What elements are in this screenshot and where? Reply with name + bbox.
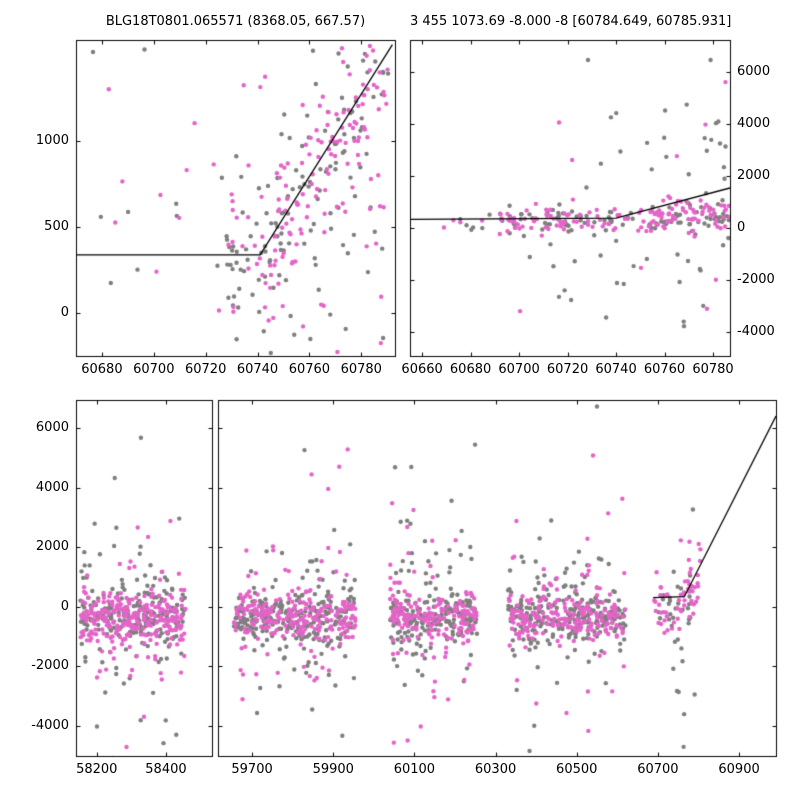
x-tick-label: 60700	[498, 362, 540, 377]
y-tick-label: 1000	[35, 132, 69, 148]
y-tick-label: 0	[60, 304, 69, 320]
x-tick-label: 60760	[288, 362, 331, 377]
x-tick-label: 60780	[340, 362, 382, 377]
y-tick-label: 6000	[35, 419, 69, 435]
y-tick-label: -2000	[737, 272, 775, 288]
x-tick-label: 60680	[81, 362, 123, 377]
y-tick-label: 6000	[737, 63, 771, 79]
y-tick-label: 4000	[35, 479, 69, 495]
x-tick-label: 60100	[393, 762, 436, 777]
x-tick-label: 58200	[76, 762, 118, 777]
x-tick-label: 60660	[401, 362, 443, 377]
y-tick-label: -4000	[31, 718, 69, 734]
y-tick-label: -4000	[737, 324, 775, 340]
y-tick-label: 500	[44, 218, 69, 234]
x-tick-label: 60700	[133, 362, 175, 377]
y-tick-label: -2000	[31, 658, 69, 674]
x-tick-label: 60700	[637, 762, 679, 777]
x-tick-label: 60740	[236, 362, 279, 377]
y-tick-label: 0	[60, 598, 69, 614]
x-tick-label: 60720	[546, 362, 589, 377]
x-tick-label: 60900	[718, 762, 760, 777]
plot-title-top-left: BLG18T0801.065571 (8368.05, 667.57)	[105, 14, 366, 29]
y-tick-label: 4000	[737, 116, 771, 131]
x-tick-label: 60780	[692, 362, 734, 377]
x-tick-label: 59700	[231, 762, 273, 777]
y-tick-label: 2000	[35, 539, 69, 555]
x-tick-label: 60300	[474, 762, 517, 777]
x-tick-label: 60720	[184, 362, 227, 377]
x-tick-label: 59900	[312, 762, 354, 777]
y-tick-label: 2000	[737, 168, 771, 184]
plot-title-top-right: 3 455 1073.69 -8.000 -8 [60784.649, 6078…	[410, 14, 732, 29]
y-tick-label: 0	[737, 220, 746, 236]
x-tick-label: 60680	[449, 362, 492, 377]
x-tick-label: 60760	[643, 362, 686, 377]
x-tick-label: 58400	[145, 762, 187, 777]
x-tick-label: 60500	[556, 762, 598, 777]
x-tick-label: 60740	[595, 362, 637, 377]
